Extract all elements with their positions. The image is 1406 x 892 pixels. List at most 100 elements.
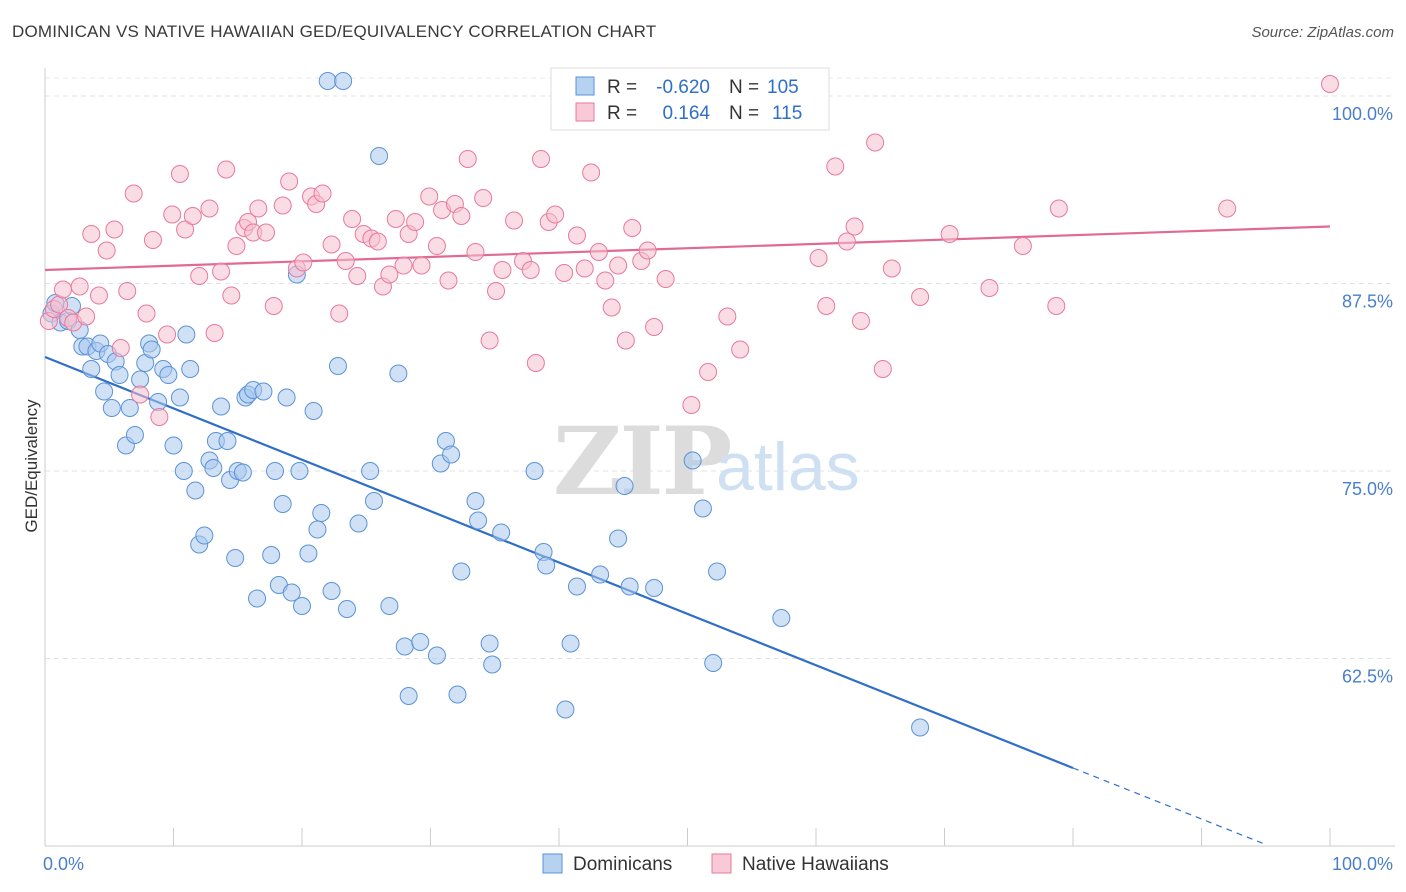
data-point [873, 360, 892, 378]
watermark-zip: ZIP [553, 407, 731, 517]
x-tick-label-1: 100.0% [1332, 854, 1393, 874]
data-point [334, 72, 353, 90]
data-point [95, 382, 114, 401]
series-dominicans [42, 72, 930, 737]
data-point [131, 385, 150, 404]
data-point [118, 282, 137, 300]
legend-n-label-1: N = [729, 77, 759, 98]
y-tick-label-2: 87.5% [1342, 292, 1393, 312]
x-tick-label-0: 0.0% [43, 854, 84, 874]
data-point [411, 633, 430, 651]
data-point [427, 237, 446, 255]
data-point [254, 382, 273, 401]
data-point [227, 237, 246, 255]
data-point [170, 165, 189, 183]
data-point [555, 264, 574, 282]
data-point [226, 549, 245, 567]
data-point [575, 259, 594, 278]
data-points [39, 72, 1339, 737]
data-point [294, 253, 313, 272]
data-point [582, 163, 601, 182]
data-point [111, 339, 130, 357]
data-point [420, 187, 439, 206]
data-point [264, 297, 283, 315]
data-point [176, 220, 195, 239]
data-point [656, 270, 675, 288]
data-point [389, 364, 408, 383]
data-point [97, 241, 116, 260]
legend-n-label-2: N = [729, 103, 759, 124]
data-point [940, 225, 959, 243]
data-point [474, 189, 493, 207]
data-point [699, 363, 718, 381]
data-point [412, 256, 431, 275]
data-point [395, 637, 414, 656]
data-point [163, 205, 182, 224]
data-point [273, 196, 292, 215]
data-point [505, 211, 524, 230]
data-point [466, 492, 485, 510]
data-point [526, 354, 545, 372]
data-point [609, 529, 628, 548]
series-legend-label-dominicans: Dominicans [573, 854, 672, 875]
y-tick-label-0: 62.5% [1342, 667, 1393, 687]
data-point [817, 297, 836, 315]
watermark: ZIP atlas [553, 407, 860, 517]
data-point [337, 600, 356, 618]
data-point [82, 360, 101, 378]
data-point [532, 150, 551, 168]
data-point [177, 325, 196, 344]
data-point [348, 267, 367, 285]
data-point [448, 685, 467, 704]
data-point [299, 544, 318, 563]
legend-n-value-2: 115 [772, 103, 802, 124]
data-point [159, 366, 178, 384]
data-point [186, 481, 205, 500]
data-point [89, 286, 108, 305]
data-point [911, 718, 930, 737]
trend-lines [44, 225, 1331, 846]
data-point [772, 609, 791, 627]
data-point [567, 577, 586, 596]
data-point [150, 408, 169, 426]
data-point [466, 243, 485, 261]
data-point [364, 492, 383, 510]
data-point [290, 462, 309, 480]
data-point [493, 261, 512, 279]
data-point [487, 282, 506, 300]
chart-title: DOMINICAN VS NATIVE HAWAIIAN GED/EQUIVAL… [12, 22, 657, 41]
data-point [137, 304, 156, 323]
data-point [731, 340, 750, 359]
data-point [480, 634, 499, 653]
data-point [645, 579, 664, 597]
trend-line-1 [44, 225, 1331, 272]
data-point [826, 157, 845, 176]
data-point [845, 217, 864, 236]
data-point [809, 249, 828, 267]
series-legend: Dominicans Native Hawaiians [542, 853, 889, 875]
data-point [217, 160, 236, 179]
data-point [406, 213, 425, 231]
data-point [124, 184, 143, 203]
data-point [525, 462, 544, 480]
data-point [158, 325, 177, 344]
data-point [218, 432, 237, 450]
data-point [222, 286, 241, 305]
data-point [248, 589, 267, 608]
data-point [645, 318, 664, 336]
data-point [370, 147, 389, 165]
legend-r-value-1: -0.620 [656, 77, 710, 98]
data-point [280, 172, 299, 191]
trend-line-0 [44, 355, 1074, 770]
legend-r-label-1: R = [607, 77, 637, 98]
data-point [82, 225, 101, 243]
data-point [77, 307, 96, 326]
data-point [164, 436, 183, 455]
legend-n-value-1: 105 [767, 77, 799, 98]
data-point [561, 634, 580, 653]
y-tick-label-3: 100.0% [1332, 104, 1393, 124]
data-point [293, 597, 311, 615]
legend-swatch-dominicans [575, 76, 595, 96]
data-point [1049, 199, 1068, 218]
data-point [257, 223, 276, 242]
